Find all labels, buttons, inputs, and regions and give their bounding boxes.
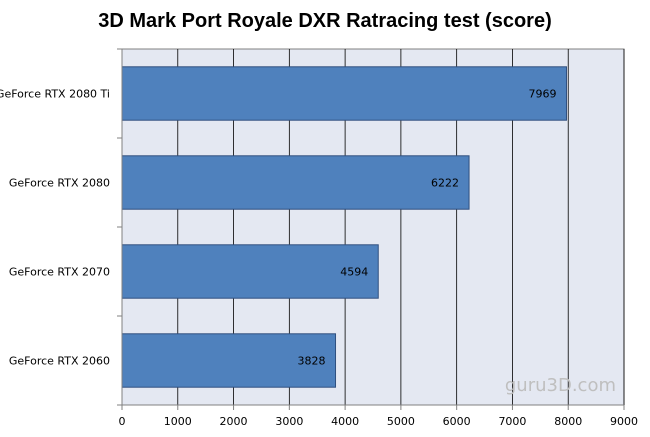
bar xyxy=(121,333,337,388)
data-label: 7969 xyxy=(528,88,556,101)
category-label: GeForce RTX 2060 xyxy=(9,355,110,368)
x-tick-label: 8000 xyxy=(554,415,582,428)
bars xyxy=(121,66,567,388)
x-tick-label: 6000 xyxy=(443,415,471,428)
bar xyxy=(121,66,567,121)
x-tick-label: 4000 xyxy=(331,415,359,428)
bar xyxy=(121,155,470,210)
bar xyxy=(121,244,379,299)
axes xyxy=(117,48,625,410)
chart-title: 3D Mark Port Royale DXR Ratracing test (… xyxy=(98,10,552,32)
labels: 0 1000 2000 3000 4000 5000 6000 7000 8000 9000 796… xyxy=(0,88,638,429)
x-tick-label: 7000 xyxy=(498,415,526,428)
x-tick-label: 5000 xyxy=(387,415,415,428)
x-tick-label: 2000 xyxy=(220,415,248,428)
category-label: GeForce RTX 2070 xyxy=(9,266,110,279)
data-label: 4594 xyxy=(340,266,368,279)
data-label: 3828 xyxy=(298,355,326,368)
category-label: GeForce RTX 2080 Ti xyxy=(0,88,110,101)
x-tick-label: 1000 xyxy=(164,415,192,428)
x-tick-label: 9000 xyxy=(610,415,638,428)
x-tick-label: 3000 xyxy=(275,415,303,428)
data-label: 6222 xyxy=(431,177,459,190)
x-tick-label: 0 xyxy=(119,415,126,428)
category-label: GeForce RTX 2080 xyxy=(9,177,110,190)
watermark: guru3D.com xyxy=(505,375,616,396)
